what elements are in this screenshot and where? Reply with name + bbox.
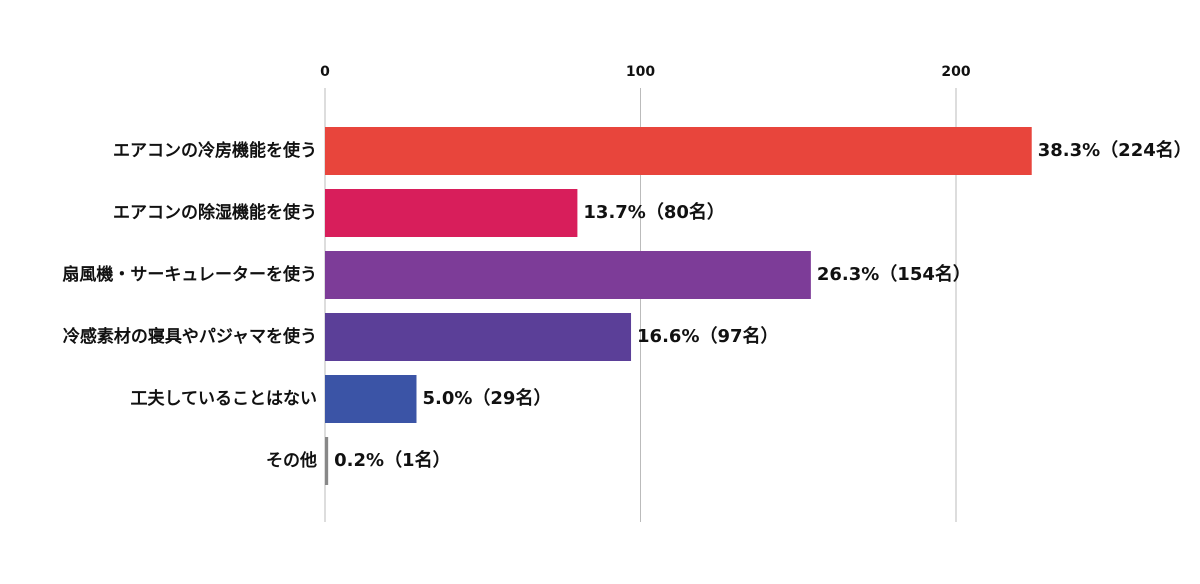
- category-label: 工夫していることはない: [131, 388, 318, 409]
- category-label: 冷感素材の寝具やパジャマを使う: [63, 326, 317, 347]
- category-label: 扇風機・サーキュレーターを使う: [62, 264, 317, 285]
- value-label: 5.0%（29名）: [422, 387, 551, 409]
- bar: [325, 437, 329, 485]
- x-tick-label: 200: [941, 64, 970, 80]
- category-label: その他: [266, 450, 317, 471]
- x-tick-label: 0: [320, 64, 330, 80]
- x-tick-label: 100: [626, 64, 655, 80]
- value-label: 0.2%（1名）: [334, 449, 450, 471]
- bar: [325, 189, 578, 237]
- value-label: 13.7%（80名）: [583, 201, 725, 223]
- value-label: 26.3%（154名）: [817, 263, 971, 285]
- bar: [325, 251, 811, 299]
- bar: [325, 313, 632, 361]
- category-label: エアコンの冷房機能を使う: [113, 140, 317, 161]
- bar: [325, 375, 417, 423]
- bar: [325, 127, 1032, 175]
- value-label: 38.3%（224名）: [1038, 139, 1192, 161]
- category-label: エアコンの除湿機能を使う: [113, 202, 317, 223]
- value-label: 16.6%（97名）: [637, 325, 779, 347]
